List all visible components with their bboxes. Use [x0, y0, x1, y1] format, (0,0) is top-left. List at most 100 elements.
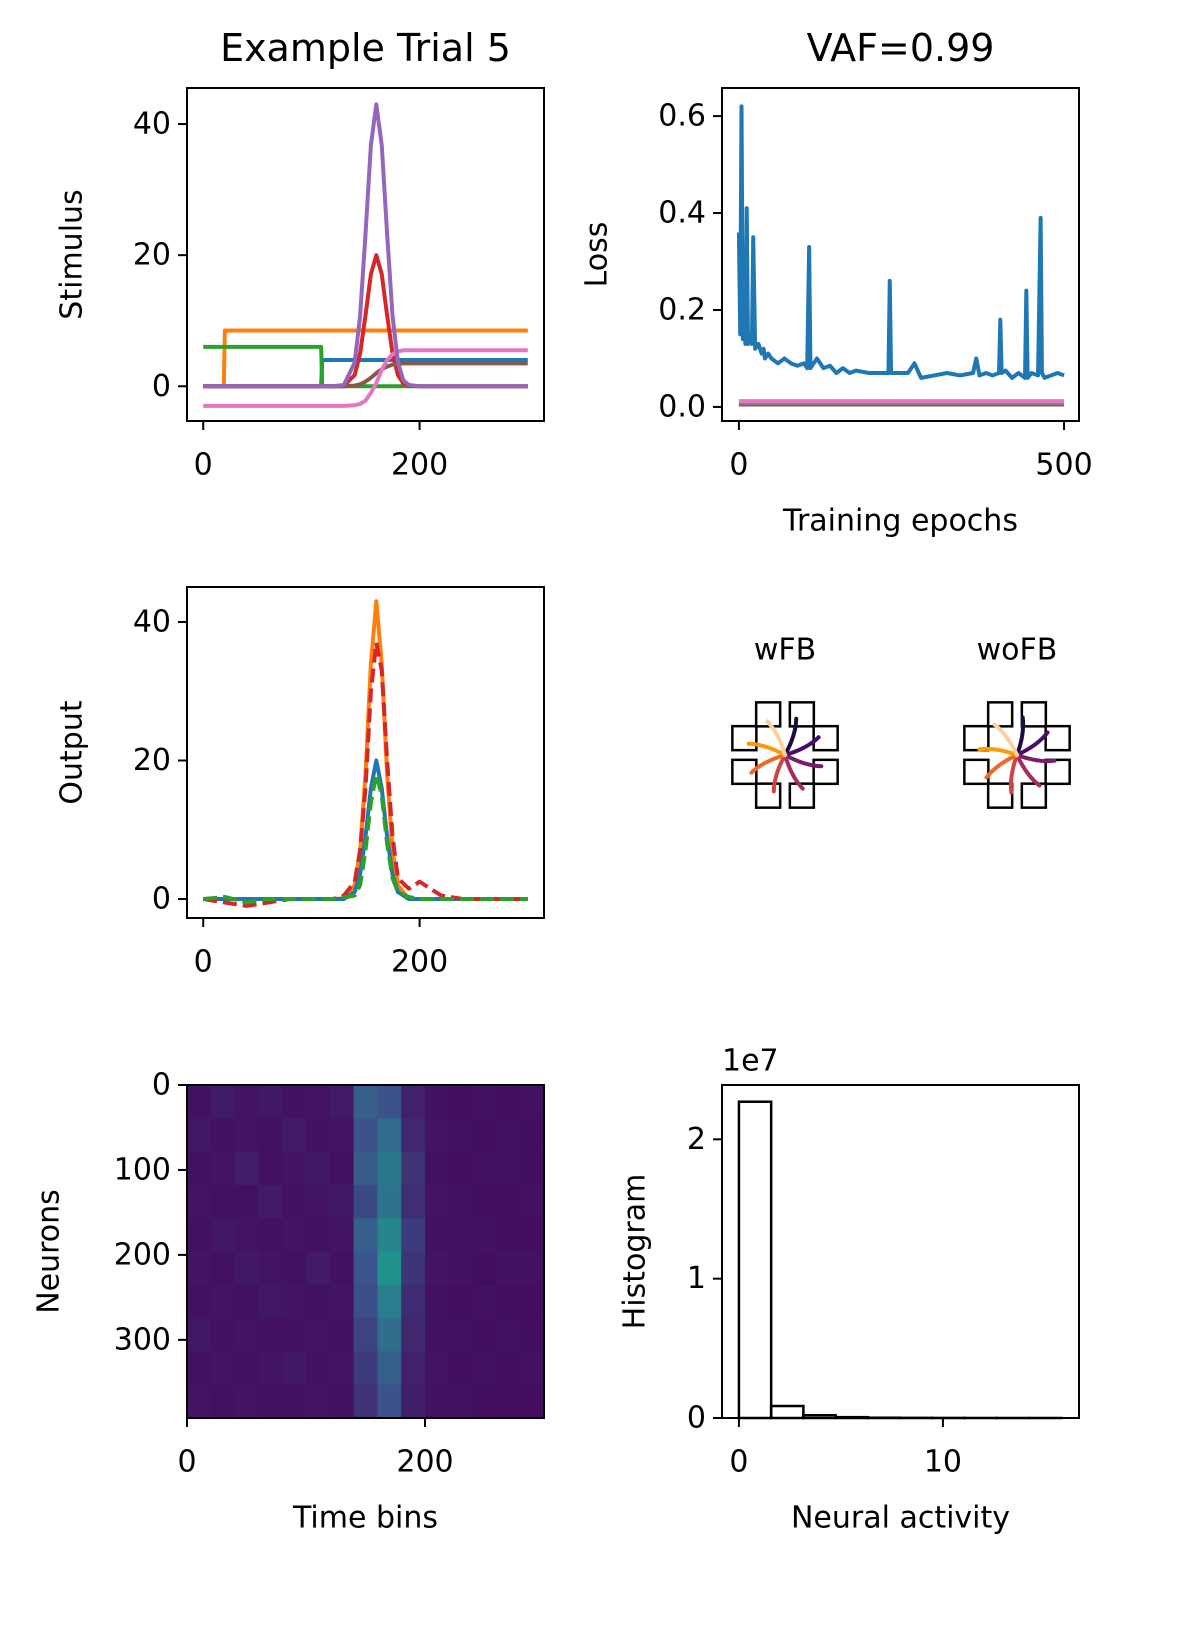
- heat-cell: [448, 1118, 474, 1153]
- heat-cell: [282, 1284, 307, 1319]
- x-axis-label: Training epochs: [782, 504, 1018, 539]
- axes-frame: [721, 1084, 1080, 1419]
- heat-cell: [472, 1351, 497, 1386]
- trajectory: [783, 753, 824, 769]
- heat-cell: [187, 1318, 212, 1352]
- heat-cell: [329, 1085, 355, 1119]
- y-tick-label: 0: [687, 1401, 706, 1436]
- heat-cell: [258, 1151, 283, 1186]
- axes-frame: [186, 87, 545, 422]
- trajectory: [1015, 715, 1026, 757]
- heat-cell: [187, 1218, 212, 1252]
- heat-cell: [448, 1151, 474, 1186]
- heat-cell: [496, 1318, 521, 1352]
- heat-cell: [401, 1184, 426, 1219]
- heat-cell: [306, 1318, 331, 1352]
- heat-cell: [472, 1251, 497, 1286]
- heat-cell: [187, 1151, 212, 1186]
- x-tick-label: 10: [924, 1445, 962, 1480]
- heat-cell: [425, 1251, 450, 1286]
- heat-cell: [377, 1184, 402, 1219]
- heat-cell: [210, 1384, 236, 1419]
- heat-cell: [353, 1251, 378, 1286]
- heat-cell: [472, 1384, 497, 1419]
- trajectory: [783, 735, 821, 757]
- heat-cell: [306, 1118, 331, 1153]
- heat-cell: [306, 1384, 331, 1419]
- target-square: [1020, 701, 1048, 728]
- heat-cell: [329, 1184, 355, 1219]
- target-square: [788, 701, 816, 728]
- heat-cell: [210, 1284, 236, 1319]
- heat-cell: [210, 1085, 236, 1119]
- panel-label: woFB: [977, 633, 1058, 668]
- y-tick-label: 20: [133, 743, 171, 778]
- heat-cell: [377, 1218, 402, 1252]
- trajectory: [783, 753, 805, 791]
- y-axis-label: Neurons: [32, 1189, 67, 1314]
- line-series: [736, 104, 1065, 380]
- y-tick-label: 100: [114, 1152, 171, 1187]
- x-tick-label: 0: [729, 1445, 748, 1480]
- trajectory: [749, 753, 787, 775]
- heat-cell: [377, 1284, 402, 1319]
- heat-cell: [234, 1351, 259, 1386]
- heat-cell: [425, 1151, 450, 1186]
- heat-cell: [353, 1384, 378, 1419]
- trajectory: [1015, 753, 1042, 788]
- trajectory: [984, 753, 1019, 780]
- x-tick-label: 200: [391, 448, 448, 483]
- heat-cell: [496, 1151, 521, 1186]
- heat-cell: [258, 1384, 283, 1419]
- heat-cell: [520, 1085, 545, 1119]
- heat-cell: [520, 1151, 545, 1186]
- heat-cell: [258, 1184, 283, 1219]
- y-tick-label: 0.2: [658, 293, 706, 328]
- y-tick-label: 0.6: [658, 99, 706, 134]
- heat-cell: [306, 1284, 331, 1319]
- heat-cell: [234, 1384, 259, 1419]
- heat-cell: [520, 1118, 545, 1153]
- trajectory: [1015, 730, 1050, 757]
- y-tick-label: 40: [133, 604, 171, 639]
- trajectory: [1008, 753, 1019, 795]
- heat-cell: [282, 1118, 307, 1153]
- heat-cell: [448, 1218, 474, 1252]
- heat-cell: [329, 1151, 355, 1186]
- heat-cell: [258, 1118, 283, 1153]
- heat-cell: [448, 1184, 474, 1219]
- heat-cell: [282, 1351, 307, 1386]
- target-square: [788, 782, 816, 809]
- heat-cell: [353, 1085, 378, 1119]
- heat-cell: [306, 1184, 331, 1219]
- line-series: [203, 253, 528, 389]
- x-tick-label: 0: [194, 945, 213, 980]
- x-tick-label: 200: [391, 945, 448, 980]
- heat-cell: [353, 1284, 378, 1319]
- trajectory: [783, 716, 799, 757]
- heat-cell: [329, 1284, 355, 1319]
- heat-cell: [472, 1118, 497, 1153]
- heat-cell: [448, 1318, 474, 1352]
- heat-cell: [401, 1118, 426, 1153]
- y-tick-label: 0.4: [658, 196, 706, 231]
- trajectory: [1015, 753, 1057, 764]
- axes-frame: [186, 586, 545, 919]
- trajectory: [977, 746, 1019, 757]
- axes-frame: [186, 1084, 545, 1419]
- line-series: [203, 361, 528, 389]
- target-square: [731, 724, 758, 752]
- heat-cell: [329, 1351, 355, 1386]
- heat-cell: [425, 1384, 450, 1419]
- heat-cell: [329, 1251, 355, 1286]
- y-tick-label: 2: [687, 1122, 706, 1157]
- heat-cell: [187, 1284, 212, 1319]
- heat-cell: [425, 1318, 450, 1352]
- heat-cell: [210, 1318, 236, 1352]
- heat-cell: [448, 1085, 474, 1119]
- line-series: [203, 102, 528, 389]
- heat-cell: [496, 1384, 521, 1419]
- heat-cell: [282, 1218, 307, 1252]
- line-series: [203, 348, 528, 408]
